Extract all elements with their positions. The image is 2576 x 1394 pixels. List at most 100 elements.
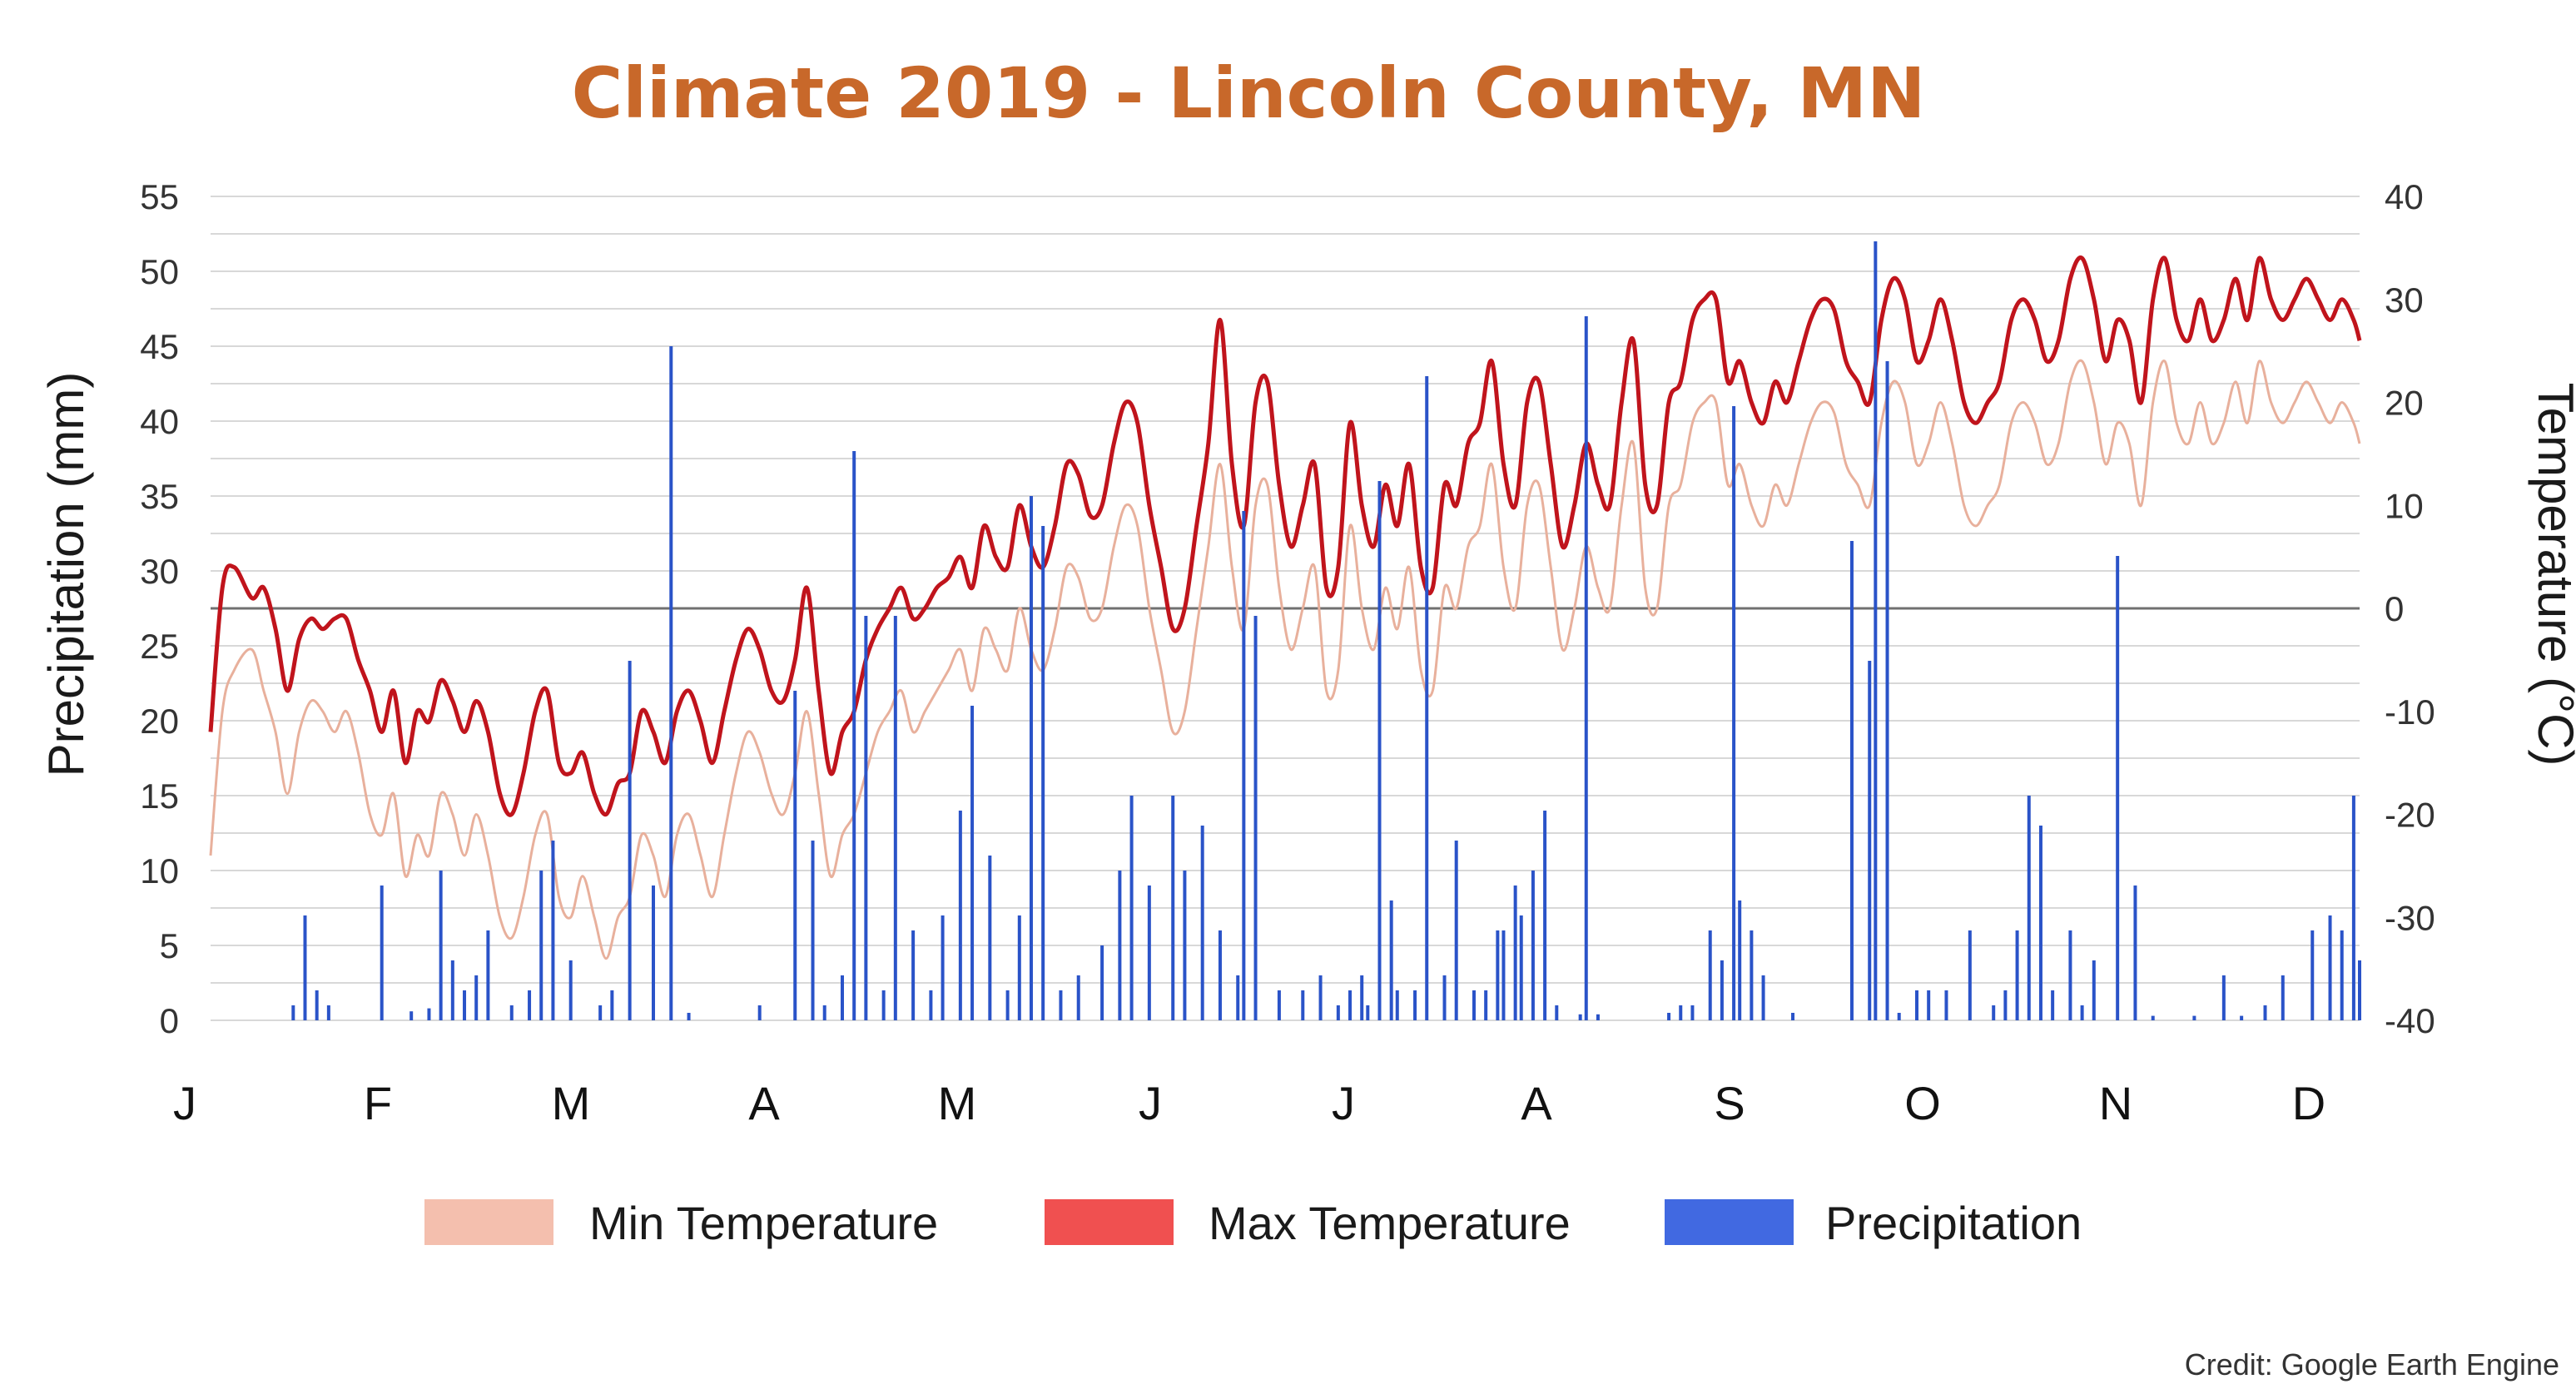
y-left-tick-label: 40 bbox=[140, 402, 179, 441]
precipitation-bar bbox=[1171, 796, 1175, 1020]
precipitation-bar bbox=[2340, 930, 2344, 1020]
precipitation-bar bbox=[911, 930, 916, 1020]
precipitation-bar bbox=[2351, 796, 2355, 1020]
precipitation-bar bbox=[941, 915, 945, 1020]
precipitation-bar bbox=[2068, 930, 2072, 1020]
precipitation-bar bbox=[1454, 841, 1458, 1020]
precipitation-bar bbox=[551, 841, 555, 1020]
precipitation-bar bbox=[539, 871, 543, 1020]
precipitation-bar bbox=[1791, 1013, 1795, 1020]
precipitation-bar bbox=[1100, 945, 1104, 1020]
precipitation-bar bbox=[793, 691, 797, 1020]
y-right-tick-label: 10 bbox=[2385, 486, 2424, 525]
precipitation-bar bbox=[1578, 1014, 1582, 1020]
x-month-label: J bbox=[1332, 1077, 1355, 1129]
precipitation-bar bbox=[1927, 990, 1931, 1020]
y-left-tick-label: 30 bbox=[140, 552, 179, 591]
precipitation-bar bbox=[1667, 1013, 1671, 1020]
precipitation-bar bbox=[2003, 990, 2008, 1020]
precipitation-bar bbox=[1531, 871, 1535, 1020]
precipitation-bar bbox=[628, 661, 632, 1020]
x-month-label: O bbox=[1904, 1077, 1941, 1129]
x-month-label: M bbox=[552, 1077, 591, 1129]
precipitation-bar bbox=[1348, 990, 1353, 1020]
precipitation-bar bbox=[1750, 930, 1754, 1020]
x-month-label: J bbox=[1139, 1077, 1162, 1129]
precipitation-bar bbox=[1366, 1005, 1370, 1020]
y-left-tick-label: 35 bbox=[140, 477, 179, 516]
precipitation-bar bbox=[2051, 990, 2055, 1020]
precipitation-bar bbox=[1005, 990, 1010, 1020]
y-left-tick-label: 0 bbox=[160, 1001, 179, 1040]
precipitation-bar bbox=[1708, 930, 1712, 1020]
precipitation-bar bbox=[2080, 1005, 2084, 1020]
precipitation-bar bbox=[893, 616, 897, 1020]
precipitation-bar bbox=[929, 990, 933, 1020]
precipitation-bar bbox=[1395, 990, 1399, 1020]
precipitation-bar bbox=[1118, 871, 1122, 1020]
precipitation-bar bbox=[1496, 930, 1500, 1020]
precipitation-bar bbox=[2221, 975, 2226, 1020]
precipitation-bar bbox=[1336, 1005, 1340, 1020]
precipitation-bar bbox=[852, 451, 856, 1020]
legend-swatch-max-temp bbox=[1045, 1199, 1174, 1245]
precipitation-bar bbox=[1690, 1005, 1695, 1020]
precipitation-bar bbox=[427, 1008, 431, 1020]
precipitation-bar bbox=[291, 1005, 295, 1020]
y-left-tick-label: 20 bbox=[140, 702, 179, 741]
precipitation-bar bbox=[1389, 900, 1393, 1020]
precipitation-bar bbox=[811, 841, 815, 1020]
precipitation-bar bbox=[1914, 990, 1918, 1020]
precipitation-bar bbox=[2027, 796, 2031, 1020]
precipitation-bar bbox=[1849, 541, 1854, 1020]
max-temperature-series bbox=[208, 255, 2362, 817]
y-right-tick-label: 40 bbox=[2385, 177, 2424, 216]
precipitation-bar bbox=[1519, 915, 1523, 1020]
precipitation-bar bbox=[2281, 975, 2285, 1020]
grid-lines bbox=[211, 196, 2360, 1021]
precipitation-bar bbox=[1041, 526, 1045, 1020]
precipitation-bar bbox=[486, 930, 490, 1020]
precipitation-bar bbox=[1543, 811, 1547, 1020]
precipitation-bar bbox=[1413, 990, 1417, 1020]
precipitation-bar bbox=[1129, 796, 1134, 1020]
precipitation-bar bbox=[1868, 661, 1872, 1020]
precipitation-series bbox=[291, 241, 2361, 1020]
precipitation-bar bbox=[568, 960, 573, 1020]
precipitation-bar bbox=[1761, 975, 1765, 1020]
precipitation-bar bbox=[1236, 975, 1240, 1020]
precipitation-bar bbox=[2240, 1015, 2244, 1020]
precipitation-bar bbox=[2310, 930, 2315, 1020]
precipitation-bar bbox=[1968, 930, 1972, 1020]
y-right-tick-label: 0 bbox=[2385, 589, 2404, 628]
legend-swatch-precipitation bbox=[1665, 1199, 1794, 1245]
y-right-tick-label: -20 bbox=[2385, 796, 2435, 835]
precipitation-bar bbox=[1501, 930, 1506, 1020]
precipitation-bar bbox=[669, 346, 673, 1020]
precipitation-bar bbox=[598, 1005, 603, 1020]
legend-label-precipitation: Precipitation bbox=[1825, 1197, 2082, 1249]
precipitation-bar bbox=[1253, 616, 1258, 1020]
y-right-tick-label: -10 bbox=[2385, 692, 2435, 732]
y-left-tick-label: 50 bbox=[140, 252, 179, 291]
legend-label-max-temp: Max Temperature bbox=[1209, 1197, 1571, 1249]
precipitation-bar bbox=[1584, 316, 1588, 1020]
precipitation-bar bbox=[2328, 915, 2332, 1020]
precipitation-bar bbox=[1679, 1005, 1683, 1020]
precipitation-bar bbox=[1301, 990, 1305, 1020]
precipitation-bar bbox=[652, 886, 656, 1020]
precipitation-bar bbox=[1885, 361, 1889, 1020]
x-month-label: J bbox=[173, 1077, 196, 1129]
precipitation-bar bbox=[474, 975, 479, 1020]
x-month-label: M bbox=[938, 1077, 977, 1129]
precipitation-bar bbox=[1242, 511, 1246, 1020]
precipitation-bar bbox=[1513, 886, 1517, 1020]
precipitation-bar bbox=[1874, 241, 1878, 1020]
y-left-ticks: 0 5 10 15 20 25 30 35 40 45 50 55 bbox=[140, 177, 179, 1040]
precipitation-bar bbox=[864, 616, 868, 1020]
y-left-tick-label: 10 bbox=[140, 851, 179, 890]
precipitation-bar bbox=[1732, 406, 1736, 1020]
precipitation-bar bbox=[687, 1013, 691, 1020]
